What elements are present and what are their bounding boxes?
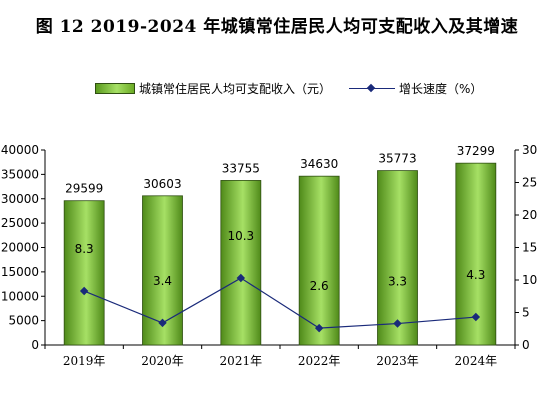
growth-point bbox=[158, 318, 167, 328]
left-tick-label: 15000 bbox=[1, 265, 39, 279]
legend-line-label: 增长速度（%） bbox=[399, 81, 483, 96]
left-tick-label: 20000 bbox=[1, 241, 39, 255]
bar-value-label: 35773 bbox=[378, 152, 416, 166]
x-tick-label: 2021年 bbox=[220, 354, 263, 368]
right-tick-label: 5 bbox=[522, 306, 530, 320]
x-tick-label: 2022年 bbox=[298, 354, 341, 368]
legend-bar-label: 城镇常住居民人均可支配收入（元） bbox=[139, 81, 332, 96]
chart-title: 图 12 2019-2024 年城镇常住居民人均可支配收入及其增速 bbox=[35, 17, 519, 37]
growth-line bbox=[83, 277, 476, 329]
growth-point bbox=[471, 312, 481, 322]
bar-value-label: 29599 bbox=[65, 182, 103, 196]
left-tick-label: 10000 bbox=[1, 289, 39, 303]
growth-value-label: 2.6 bbox=[310, 279, 329, 293]
growth-point bbox=[393, 319, 402, 328]
left-tick-label: 25000 bbox=[1, 216, 39, 230]
x-tick-label: 2019年 bbox=[63, 354, 106, 368]
legend-line-swatch bbox=[349, 83, 396, 94]
left-tick-label: 40000 bbox=[1, 143, 39, 157]
growth-point bbox=[236, 273, 246, 283]
legend: 城镇常住居民人均可支配收入（元） 增长速度（%） bbox=[95, 79, 482, 97]
growth-value-label: 3.3 bbox=[388, 275, 407, 289]
right-tick-label: 0 bbox=[522, 338, 530, 352]
left-tick-label: 35000 bbox=[1, 167, 39, 181]
growth-point bbox=[314, 323, 324, 333]
growth-value-label: 8.3 bbox=[75, 242, 94, 256]
bar-value-label: 30603 bbox=[143, 177, 181, 191]
x-tick-label: 2020年 bbox=[141, 354, 184, 368]
bar bbox=[63, 200, 105, 346]
growth-value-label: 4.3 bbox=[466, 268, 485, 282]
bar bbox=[220, 180, 262, 346]
left-tick-label: 5000 bbox=[8, 314, 39, 328]
left-tick-label: 30000 bbox=[1, 192, 39, 206]
right-tick-label: 20 bbox=[522, 208, 537, 222]
right-tick-label: 15 bbox=[522, 241, 537, 255]
right-tick-label: 30 bbox=[522, 143, 537, 157]
bar-value-label: 33755 bbox=[222, 161, 260, 175]
legend-bar-swatch bbox=[95, 82, 135, 94]
bar bbox=[377, 170, 418, 346]
growth-point bbox=[79, 286, 89, 296]
right-tick-label: 10 bbox=[522, 273, 537, 287]
bar bbox=[298, 175, 340, 346]
growth-value-label: 3.4 bbox=[153, 274, 172, 288]
left-tick-label: 0 bbox=[31, 338, 39, 352]
x-tick-label: 2023年 bbox=[376, 354, 419, 368]
right-tick-label: 25 bbox=[522, 176, 537, 190]
x-tick-label: 2024年 bbox=[455, 354, 498, 368]
growth-value-label: 10.3 bbox=[227, 229, 254, 243]
bar-value-label: 37299 bbox=[457, 144, 495, 158]
bar-value-label: 34630 bbox=[300, 157, 338, 171]
